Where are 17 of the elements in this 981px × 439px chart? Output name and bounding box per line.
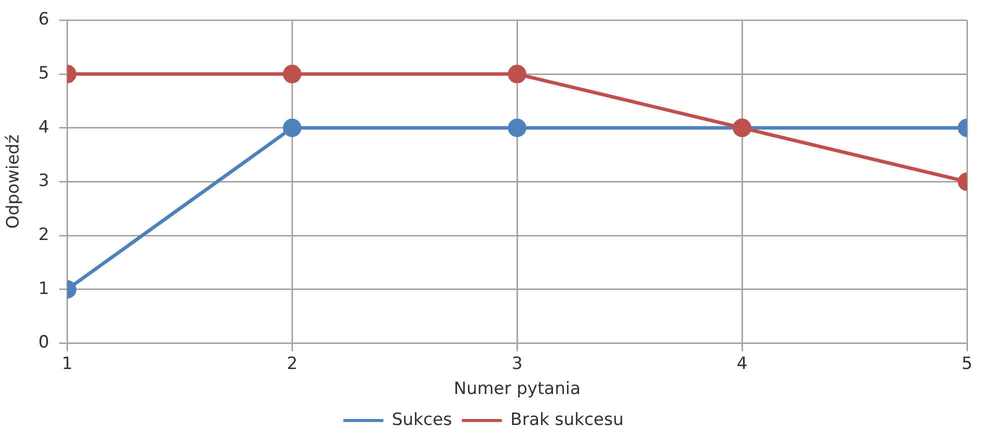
legend-label: Brak sukcesu xyxy=(510,410,624,430)
x-tick-label: 3 xyxy=(512,354,523,374)
legend-label: Sukces xyxy=(392,410,452,430)
y-tick-label: 5 xyxy=(38,63,50,84)
y-tick-label: 1 xyxy=(38,278,50,299)
y-tick-label: 2 xyxy=(38,224,50,245)
point xyxy=(508,64,526,84)
x-tick-label: 4 xyxy=(736,354,748,374)
x-tick-label: 5 xyxy=(962,354,972,374)
y-axis-title: Odpowiedź xyxy=(4,134,24,229)
y-tick-label: 3 xyxy=(38,171,50,192)
x-tick-label: 1 xyxy=(62,354,73,374)
y-tick-label: 0 xyxy=(38,332,50,353)
x-axis-title: Numer pytania xyxy=(454,379,580,400)
y-tick-label: 4 xyxy=(38,117,50,138)
y-tick-label: 6 xyxy=(38,10,50,30)
x-tick-label: 2 xyxy=(286,354,298,374)
